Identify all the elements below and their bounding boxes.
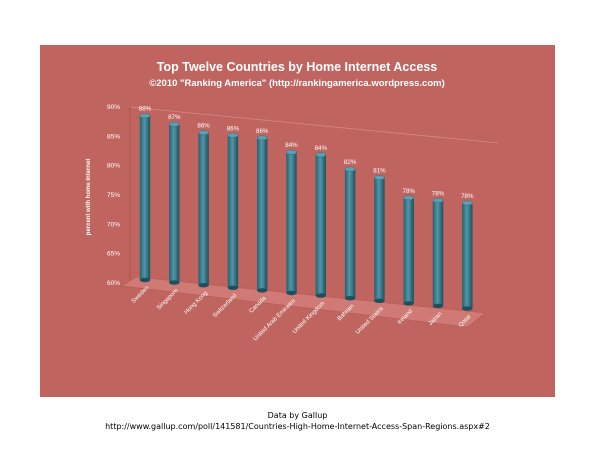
bar-qatar xyxy=(462,203,473,309)
source-credit: Data by Gallup xyxy=(267,411,328,420)
bar-hong-kong xyxy=(198,132,209,286)
bar-top-cap xyxy=(432,197,444,203)
back-wall-top-edge xyxy=(129,106,499,144)
data-label: 86% xyxy=(256,128,269,135)
y-tick-label: 75% xyxy=(107,192,120,199)
y-axis-label: percent with home internet xyxy=(86,159,92,236)
source-url: http://www.gallup.com/poll/141581/Countr… xyxy=(105,422,490,431)
bar-sweden xyxy=(139,115,151,280)
data-label: 87% xyxy=(168,114,181,121)
bar-top-cap xyxy=(168,121,180,127)
bar-base-cap xyxy=(257,288,268,293)
bar-base-cap xyxy=(227,285,239,290)
bar-top-cap xyxy=(227,132,239,138)
bar-top-cap xyxy=(373,175,385,181)
bar-bahrain xyxy=(344,169,356,299)
bar-top-cap xyxy=(286,149,297,155)
bar-base-cap xyxy=(432,303,444,309)
data-label: 78% xyxy=(403,188,416,195)
bar-base-cap xyxy=(403,301,414,306)
y-tick-label: 65% xyxy=(107,251,120,258)
bar-base-cap xyxy=(198,283,209,288)
bar-chart: Top Twelve Countries by Home Internet Ac… xyxy=(40,45,555,397)
bar-top-cap xyxy=(198,130,210,136)
y-tick-label: 90% xyxy=(107,104,120,111)
bar-top-cap xyxy=(344,166,356,172)
bar-base-cap xyxy=(315,293,326,298)
chart-subtitle: ©2010 "Ranking America" (http://rankinga… xyxy=(149,78,444,89)
bar-base-cap xyxy=(344,296,356,301)
data-label: 88% xyxy=(139,106,152,113)
y-tick-label: 70% xyxy=(107,221,120,228)
data-label: 82% xyxy=(344,159,357,166)
chart-title: Top Twelve Countries by Home Internet Ac… xyxy=(157,60,437,74)
data-label: 78% xyxy=(461,193,474,200)
data-label: 86% xyxy=(197,123,210,130)
data-label: 84% xyxy=(285,142,298,149)
bar-united-kingdom xyxy=(315,154,326,296)
bar-base-cap xyxy=(139,277,151,283)
data-label: 78% xyxy=(432,190,445,197)
bar-top-cap xyxy=(315,152,327,158)
bar-canada xyxy=(257,137,268,291)
bar-base-cap xyxy=(374,298,385,303)
data-label: 84% xyxy=(315,145,328,152)
bar-united-arab-emirates xyxy=(286,152,297,293)
chart-floor xyxy=(121,276,486,328)
bar-top-cap xyxy=(461,200,473,206)
data-label: 86% xyxy=(227,125,240,132)
bar-base-cap xyxy=(169,280,180,285)
bar-top-cap xyxy=(256,135,268,141)
y-tick-label: 80% xyxy=(107,163,120,170)
bar-united-states xyxy=(374,177,385,301)
bar-top-cap xyxy=(139,113,151,119)
bar-base-cap xyxy=(286,290,297,296)
chart-panel: Top Twelve Countries by Home Internet Ac… xyxy=(40,45,555,397)
data-label: 81% xyxy=(373,168,386,175)
bar-switzerland xyxy=(227,135,239,288)
y-tick-label: 85% xyxy=(107,133,120,140)
bar-base-cap xyxy=(462,306,473,311)
bar-ireland xyxy=(403,197,414,304)
bar-japan xyxy=(432,200,444,306)
y-tick-label: 60% xyxy=(107,280,120,287)
bar-top-cap xyxy=(403,195,415,201)
bar-singapore xyxy=(169,124,180,283)
